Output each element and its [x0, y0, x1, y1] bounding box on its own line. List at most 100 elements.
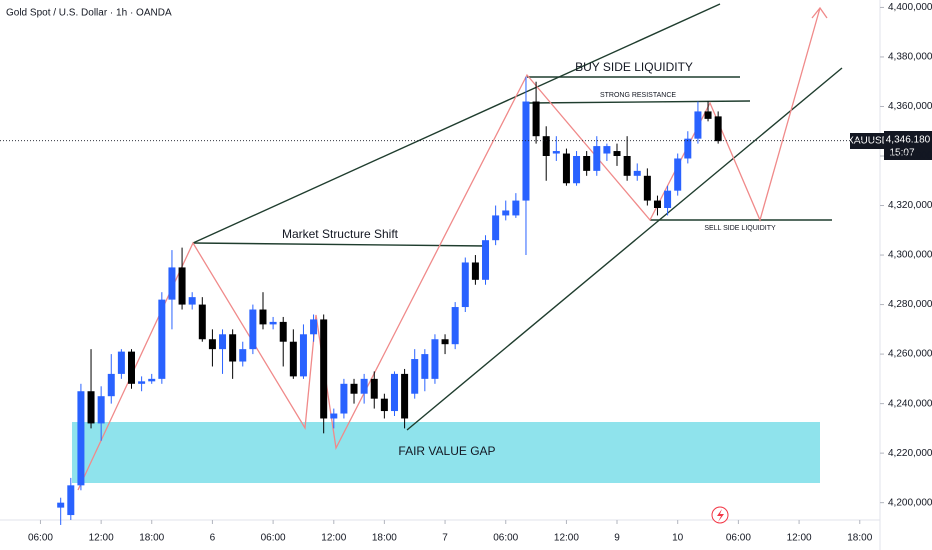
candle-body [289, 341, 297, 377]
candle-body [208, 339, 216, 350]
x-tick-label: 10 [672, 533, 684, 544]
y-tick-label: 4,240,000 [888, 398, 932, 409]
candle-body [158, 299, 166, 379]
fair-value-gap-zone [72, 422, 820, 483]
candle-body [623, 156, 631, 176]
candle-body [603, 146, 611, 154]
candle-body [482, 240, 490, 280]
x-tick-label: 6 [210, 533, 216, 544]
candle-body [67, 485, 75, 516]
candle-body [87, 391, 95, 424]
candle-body [370, 378, 378, 399]
chart-title: Gold Spot / U.S. Dollar · 1h · OANDA [6, 8, 172, 19]
candle-body [249, 309, 257, 350]
candle-body [229, 334, 237, 362]
x-tick-label: 12:00 [89, 533, 114, 544]
x-tick-label: 06:00 [28, 533, 53, 544]
candle-body [492, 215, 500, 241]
candle-body [360, 378, 368, 394]
candle-body [97, 396, 105, 424]
x-tick-label: 18:00 [372, 533, 397, 544]
x-tick-label: 12:00 [321, 533, 346, 544]
y-tick-label: 4,340,000 [888, 151, 932, 162]
x-tick-label: 12:00 [554, 533, 579, 544]
zigzag-path [77, 6, 828, 491]
candle-body [643, 175, 651, 201]
candle-body [57, 502, 65, 508]
annotation: STRONG RESISTANCE [600, 92, 676, 99]
candle-body [461, 262, 469, 308]
candle-body [664, 190, 672, 208]
candle-body [77, 391, 85, 486]
x-tick-label: 7 [442, 533, 448, 544]
candle-body [350, 383, 358, 394]
candle-body [583, 156, 591, 171]
event-icon-bolt [717, 509, 724, 522]
candle-body [684, 138, 692, 159]
candle-body [390, 373, 398, 412]
y-tick-label: 4,360,000 [888, 101, 932, 112]
candle-body [411, 359, 419, 394]
candle-body [552, 151, 560, 154]
candle-body [269, 321, 277, 325]
candle-body [633, 170, 641, 176]
candle-body [431, 339, 439, 379]
countdown-label: 15:07 [889, 148, 914, 159]
symbol-badge [850, 133, 886, 149]
candle-body [613, 151, 621, 156]
y-tick-label: 4,320,000 [888, 200, 932, 211]
candle-body [279, 321, 287, 342]
candle-body [512, 200, 520, 216]
candle-body [320, 319, 328, 419]
candle-body [653, 200, 661, 208]
x-tick-label: 18:00 [139, 533, 164, 544]
y-tick-label: 4,260,000 [888, 349, 932, 360]
candle-body [593, 146, 601, 171]
candle-body [188, 297, 196, 305]
candle-body [259, 309, 267, 325]
candle-body [178, 267, 186, 305]
y-tick-label: 4,200,000 [888, 497, 932, 508]
annotation: BUY SIDE LIQUIDITY [575, 60, 693, 74]
candle-body [310, 319, 318, 335]
candle-body [239, 349, 247, 362]
candle-body [330, 413, 338, 419]
candle-body [299, 334, 307, 377]
trendlines [192, 3, 843, 431]
y-tick-label: 4,300,000 [888, 250, 932, 261]
annotation: SELL SIDE LIQUIDITY [704, 225, 776, 232]
candle-body [471, 262, 479, 280]
candle-body [219, 334, 227, 350]
candle-body [107, 373, 115, 397]
candle-body [441, 339, 449, 345]
candle-body [522, 101, 530, 201]
candle-body [340, 383, 348, 414]
candle-body [380, 398, 388, 412]
x-tick-label: 9 [614, 533, 620, 544]
candle-body [674, 158, 682, 191]
candle-body [451, 307, 459, 345]
y-tick-label: 4,220,000 [888, 448, 932, 459]
candle-body [127, 351, 135, 384]
x-tick-label: 06:00 [261, 533, 286, 544]
candle-body [502, 210, 510, 216]
y-tick-label: 4,380,000 [888, 52, 932, 63]
candle-body [573, 156, 581, 184]
y-tick-label: 4,280,000 [888, 299, 932, 310]
candle-body [562, 153, 570, 184]
last-price-label: 4,346.180 [886, 135, 931, 146]
y-tick-label: 4,400,000 [888, 2, 932, 13]
candle-body [401, 373, 409, 419]
candle-body [168, 267, 176, 300]
x-tick-label: 06:00 [493, 533, 518, 544]
candle-body [542, 136, 550, 156]
annotation: Market Structure Shift [282, 227, 399, 241]
x-tick-label: 18:00 [847, 533, 872, 544]
candle-body [714, 116, 722, 142]
x-tick-label: 12:00 [787, 533, 812, 544]
candle-body [694, 111, 702, 139]
symbol-label: XAUUSD [847, 136, 889, 147]
candle-body [117, 351, 125, 374]
candle-body [704, 111, 712, 119]
